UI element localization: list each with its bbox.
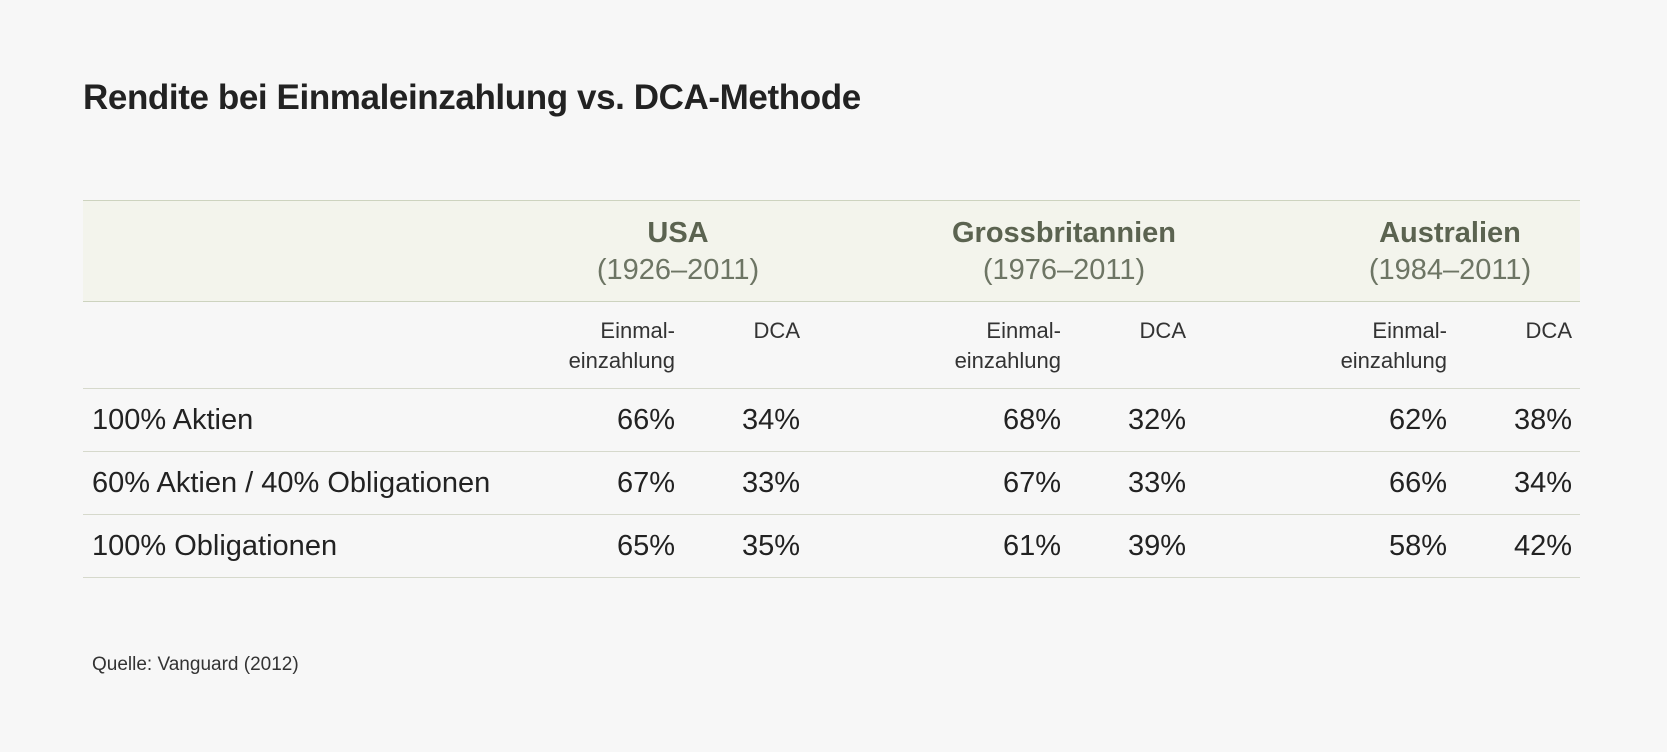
cell-australia-dca: 42%: [1513, 530, 1572, 562]
region-name: Grossbritannien: [952, 217, 1176, 249]
table-row: 100% Aktien 66% 34% 68% 32% 62% 38%: [83, 389, 1580, 452]
cell-usa-dca: 35%: [741, 530, 800, 562]
cell-australia-lump-sum: 66%: [1388, 467, 1447, 499]
row-label: 100% Obligationen: [92, 530, 338, 562]
subheader-dca-usa: DCA: [753, 318, 800, 343]
cell-usa-lump-sum: 66%: [616, 404, 675, 436]
subheader-lump-line1: Einmal-: [600, 318, 675, 343]
region-header-australia: Australien (1984–2011): [1320, 215, 1580, 289]
cell-uk-lump-sum: 68%: [1002, 404, 1061, 436]
region-name: Australien: [1379, 217, 1521, 249]
subheader-lump-line2: einzahlung: [954, 348, 1061, 373]
row-label: 100% Aktien: [92, 404, 254, 436]
subheader-lump-line1: Einmal-: [986, 318, 1061, 343]
subheader-lump-line2: einzahlung: [568, 348, 675, 373]
cell-usa-dca: 33%: [741, 467, 800, 499]
region-period: (1976–2011): [982, 254, 1146, 286]
region-header-row: USA (1926–2011) Grossbritannien (1976–20…: [83, 200, 1580, 302]
comparison-table: USA (1926–2011) Grossbritannien (1976–20…: [83, 200, 1580, 578]
subheader-lump-sum-uk: Einmal-einzahlung: [911, 316, 1061, 376]
cell-australia-lump-sum: 58%: [1388, 530, 1447, 562]
region-period: (1984–2011): [1368, 254, 1532, 286]
table-row: 60% Aktien / 40% Obligationen 67% 33% 67…: [83, 452, 1580, 515]
cell-uk-lump-sum: 61%: [1002, 530, 1061, 562]
cell-usa-dca: 34%: [741, 404, 800, 436]
subheader-lump-line1: Einmal-: [1372, 318, 1447, 343]
subheader-lump-sum-usa: Einmal-einzahlung: [525, 316, 675, 376]
region-period: (1926–2011): [596, 254, 760, 286]
subheader-lump-sum-australia: Einmal-einzahlung: [1297, 316, 1447, 376]
cell-uk-lump-sum: 67%: [1002, 467, 1061, 499]
region-name: USA: [647, 217, 709, 249]
subheader-lump-line2: einzahlung: [1340, 348, 1447, 373]
region-header-usa: USA (1926–2011): [548, 215, 808, 289]
chart-title: Rendite bei Einmaleinzahlung vs. DCA-Met…: [83, 78, 861, 117]
source-note: Quelle: Vanguard (2012): [92, 654, 299, 675]
method-header-row: Einmal-einzahlung DCA Einmal-einzahlung …: [83, 302, 1580, 389]
table-row: 100% Obligationen 65% 35% 61% 39% 58% 42…: [83, 515, 1580, 578]
cell-usa-lump-sum: 67%: [616, 467, 675, 499]
cell-australia-lump-sum: 62%: [1388, 404, 1447, 436]
cell-usa-lump-sum: 65%: [616, 530, 675, 562]
cell-uk-dca: 32%: [1127, 404, 1186, 436]
subheader-dca-australia: DCA: [1525, 318, 1572, 343]
cell-uk-dca: 33%: [1127, 467, 1186, 499]
subheader-dca-uk: DCA: [1139, 318, 1186, 343]
cell-uk-dca: 39%: [1127, 530, 1186, 562]
cell-australia-dca: 34%: [1513, 467, 1572, 499]
cell-australia-dca: 38%: [1513, 404, 1572, 436]
row-label: 60% Aktien / 40% Obligationen: [92, 467, 491, 499]
region-header-uk: Grossbritannien (1976–2011): [934, 215, 1194, 289]
